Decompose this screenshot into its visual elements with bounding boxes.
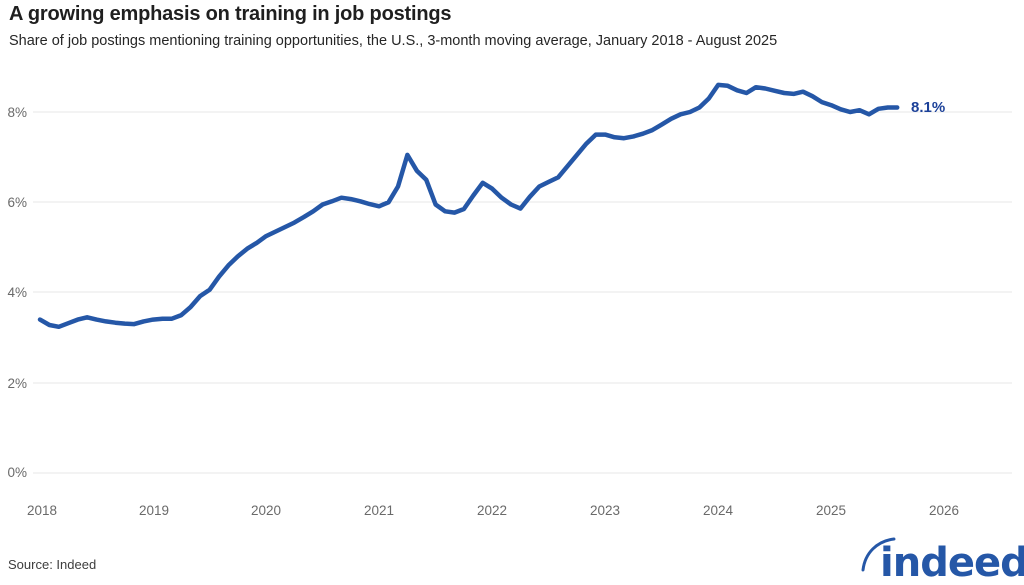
x-axis-tick-2025: 2025 — [816, 503, 846, 518]
y-axis-tick-0: 0% — [7, 465, 27, 480]
x-axis-tick-2023: 2023 — [590, 503, 620, 518]
indeed-logo-text: indeed — [880, 540, 1024, 584]
chart-title: A growing emphasis on training in job po… — [9, 3, 452, 25]
chart-subtitle: Share of job postings mentioning trainin… — [9, 33, 778, 49]
x-axis-tick-2018: 2018 — [27, 503, 57, 518]
x-axis-tick-2026: 2026 — [929, 503, 959, 518]
y-axis-tick-6: 6% — [7, 195, 27, 210]
y-axis-tick-2: 2% — [7, 376, 27, 391]
x-axis-tick-2019: 2019 — [139, 503, 169, 518]
indeed-logo-swoosh-icon — [861, 537, 896, 572]
x-axis-tick-2020: 2020 — [251, 503, 281, 518]
indeed-logo: indeed — [861, 537, 1024, 584]
end-value-label: 8.1% — [911, 99, 945, 116]
series-line — [37, 82, 900, 330]
source-note: Source: Indeed — [8, 557, 97, 572]
y-axis-tick-8: 8% — [7, 105, 27, 120]
x-axis-tick-2021: 2021 — [364, 503, 394, 518]
x-axis-tick-2022: 2022 — [477, 503, 507, 518]
y-axis-tick-4: 4% — [7, 285, 27, 300]
x-axis-tick-2024: 2024 — [703, 503, 734, 518]
